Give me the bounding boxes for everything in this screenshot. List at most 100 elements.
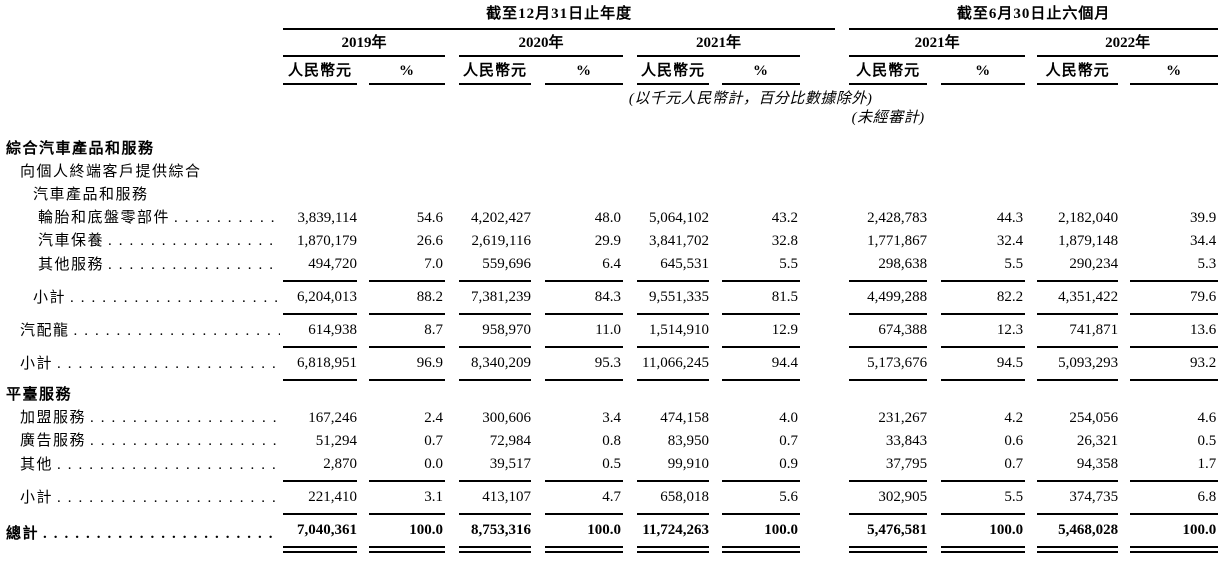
row-label: 小計 xyxy=(33,290,67,306)
cell-percent: 4.6 xyxy=(1197,410,1217,426)
column-gap xyxy=(835,207,849,230)
column-gap xyxy=(709,253,722,281)
period-header-row: 截至12月31日止年度 截至6月30日止六個月 xyxy=(0,0,1219,30)
row-label: 汽車產品和服務 xyxy=(33,187,149,203)
column-gap xyxy=(445,514,459,550)
row-label: 汽車保養 xyxy=(38,233,105,249)
column-gap xyxy=(531,430,545,453)
column-gap xyxy=(1025,29,1037,56)
empty-cells xyxy=(283,127,1218,161)
row-label-cell: 其他服務....................................… xyxy=(0,253,283,281)
amount-header: 人民幣元 xyxy=(1037,56,1119,85)
column-gap xyxy=(623,314,637,347)
cell-amount: 6,818,951 xyxy=(283,347,357,381)
row-label-cell: 小計......................................… xyxy=(0,281,283,314)
cell-percent: 32.4 xyxy=(996,233,1024,249)
period-header-annual: 截至12月31日止年度 xyxy=(283,0,836,30)
table-row: 小計......................................… xyxy=(0,281,1219,315)
table-row: 平臺服務 xyxy=(0,380,1218,407)
row-label-cell: 平臺服務 xyxy=(0,380,283,407)
cell-amount: 7,040,361 xyxy=(283,514,357,553)
cell-percent: 5.5 xyxy=(941,481,1026,515)
cell-percent: 6.8 xyxy=(1130,481,1219,515)
column-gap xyxy=(357,230,369,253)
column-gap xyxy=(927,514,941,550)
cell-percent: 5.6 xyxy=(722,481,800,515)
column-gap xyxy=(927,481,941,514)
column-gap xyxy=(623,347,637,380)
row-label-cell: 加盟服務....................................… xyxy=(0,407,283,430)
cell-percent: 100.0 xyxy=(722,514,800,553)
cell-amount: 37,795 xyxy=(849,453,928,482)
table-row: 其他......................................… xyxy=(0,453,1219,482)
column-gap xyxy=(927,230,941,253)
cell-percent: 0.5 xyxy=(1197,433,1217,449)
column-gap xyxy=(623,281,637,314)
column-gap xyxy=(1025,56,1037,84)
cell-percent: 8.7 xyxy=(369,314,445,348)
column-gap xyxy=(623,29,637,56)
column-gap xyxy=(927,347,941,380)
column-gap xyxy=(927,207,941,230)
column-gap xyxy=(1025,253,1037,281)
column-gap xyxy=(1025,481,1037,514)
column-gap xyxy=(709,481,722,514)
table-row: 小計......................................… xyxy=(0,347,1219,381)
column-gap xyxy=(709,453,722,481)
spacer xyxy=(0,108,849,127)
column-gap xyxy=(531,207,545,230)
row-label-cell: 小計......................................… xyxy=(0,347,283,380)
cell-percent: 5.5 xyxy=(941,253,1026,282)
row-label-cell: 汽車保養....................................… xyxy=(0,230,283,253)
column-gap xyxy=(623,430,637,453)
column-gap xyxy=(835,347,849,380)
cell-amount: 26,321 xyxy=(1076,433,1119,449)
column-gap xyxy=(927,430,941,453)
row-label: 汽配龍 xyxy=(20,323,70,339)
column-gap xyxy=(623,56,637,84)
column-gap xyxy=(445,314,459,347)
cell-percent: 94.4 xyxy=(722,347,800,381)
cell-amount: 254,056 xyxy=(1069,410,1119,426)
cell-amount: 741,871 xyxy=(1037,314,1119,348)
column-gap xyxy=(445,347,459,380)
section-gap xyxy=(835,29,849,56)
row-label-cell: 其他......................................… xyxy=(0,453,283,481)
cell-amount: 290,234 xyxy=(1037,253,1119,282)
row-label-cell: 輪胎和底盤零部件................................… xyxy=(0,207,283,230)
unaudited-note-cell: (未經審計) xyxy=(849,108,927,127)
column-gap xyxy=(1025,314,1037,347)
row-label-cell: 廣告服務....................................… xyxy=(0,430,283,453)
corner-spacer xyxy=(0,0,283,29)
column-gap xyxy=(623,453,637,481)
column-gap xyxy=(445,253,459,281)
cell-percent: 48.0 xyxy=(594,210,621,226)
column-gap xyxy=(357,56,369,84)
column-gap xyxy=(800,281,835,314)
cell-percent: 26.6 xyxy=(416,233,443,249)
column-gap xyxy=(357,347,369,380)
column-gap xyxy=(800,253,835,281)
column-gap xyxy=(1025,430,1037,453)
row-label: 其他服務 xyxy=(38,257,105,273)
percent-header: % xyxy=(369,56,445,85)
cell-amount: 300,606 xyxy=(482,410,531,426)
percent-header: % xyxy=(545,56,623,85)
column-gap xyxy=(623,514,637,550)
period-header-interim: 截至6月30日止六個月 xyxy=(849,0,1219,30)
column-gap xyxy=(800,481,835,514)
table-row: 向個人終端客戶提供綜合 xyxy=(0,161,1218,184)
column-gap xyxy=(445,430,459,453)
column-gap xyxy=(835,253,849,281)
cell-amount: 2,619,116 xyxy=(471,233,531,249)
cell-percent: 3.1 xyxy=(369,481,445,515)
cell-percent: 100.0 xyxy=(369,514,445,553)
cell-amount: 2,428,783 xyxy=(867,210,928,226)
amount-header: 人民幣元 xyxy=(283,56,357,85)
cell-percent: 12.9 xyxy=(722,314,800,348)
column-gap xyxy=(800,347,835,380)
dot-leader: ........................................… xyxy=(57,457,280,473)
column-gap xyxy=(709,281,722,314)
cell-percent: 0.5 xyxy=(545,453,623,482)
column-gap xyxy=(357,314,369,347)
